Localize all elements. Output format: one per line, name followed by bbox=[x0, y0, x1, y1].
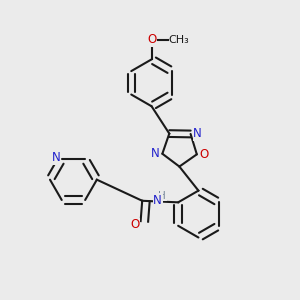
Text: O: O bbox=[130, 218, 140, 231]
Text: H: H bbox=[158, 191, 166, 201]
Text: O: O bbox=[147, 33, 156, 46]
Text: N: N bbox=[193, 128, 202, 140]
Text: N: N bbox=[151, 147, 160, 160]
Text: O: O bbox=[199, 148, 208, 161]
Text: N: N bbox=[52, 151, 61, 164]
Text: N: N bbox=[153, 194, 162, 206]
Text: CH₃: CH₃ bbox=[169, 35, 190, 45]
